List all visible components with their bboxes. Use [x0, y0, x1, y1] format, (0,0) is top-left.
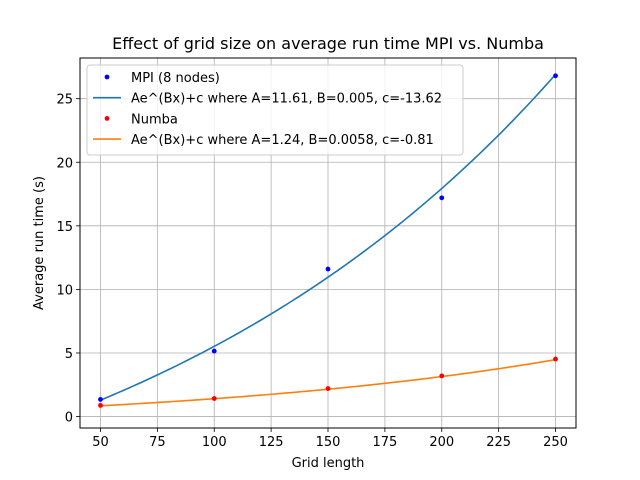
data-point-2	[553, 356, 558, 362]
fit-line-1	[100, 73, 557, 401]
plot-series	[98, 73, 558, 408]
y-tick-label: 10	[56, 283, 73, 298]
data-point-0	[211, 348, 217, 354]
y-tick-label: 20	[56, 156, 73, 171]
x-tick-label: 150	[316, 435, 341, 450]
y-tick-label: 5	[65, 347, 73, 362]
x-tick-label: 125	[259, 435, 284, 450]
data-point-0	[98, 396, 103, 402]
legend-label: Ae^(Bx)+c where A=11.61, B=0.005, c=-13.…	[131, 92, 442, 107]
x-tick-label: 175	[372, 435, 397, 450]
legend-marker	[104, 116, 110, 121]
x-tick-label: 250	[543, 435, 568, 450]
data-point-0	[439, 195, 445, 201]
y-tick-label: 15	[56, 220, 73, 235]
x-tick-label: 225	[486, 435, 511, 450]
data-point-2	[439, 373, 445, 379]
legend-label: Numba	[131, 112, 178, 127]
data-point-2	[98, 402, 103, 408]
x-tick-label: 200	[429, 435, 454, 450]
y-tick-label: 25	[56, 93, 73, 108]
data-point-2	[325, 386, 331, 391]
data-point-0	[325, 266, 331, 272]
y-tick-label: 0	[65, 411, 73, 426]
data-point-0	[553, 73, 558, 79]
legend-label: MPI (8 nodes)	[131, 71, 220, 86]
legend-box	[86, 64, 464, 156]
y-axis-label: Average run time (s)	[32, 176, 47, 310]
x-tick-label: 100	[202, 435, 227, 450]
x-tick-label: 50	[92, 435, 109, 450]
x-tick-label: 75	[149, 435, 166, 450]
chart-title: Effect of grid size on average run time …	[112, 34, 544, 53]
legend-marker	[104, 74, 110, 80]
axes: 50 75 100 125 150 175 200 225 250 0 5 10 15 20 25	[56, 93, 567, 450]
legend: MPI (8 nodes) Ae^(Bx)+c where A=11.61, B=…	[86, 64, 464, 156]
legend-label: Ae^(Bx)+c where A=1.24, B=0.0058, c=-0.8…	[131, 133, 434, 148]
data-point-2	[211, 396, 217, 401]
x-axis-label: Grid length	[292, 456, 365, 471]
